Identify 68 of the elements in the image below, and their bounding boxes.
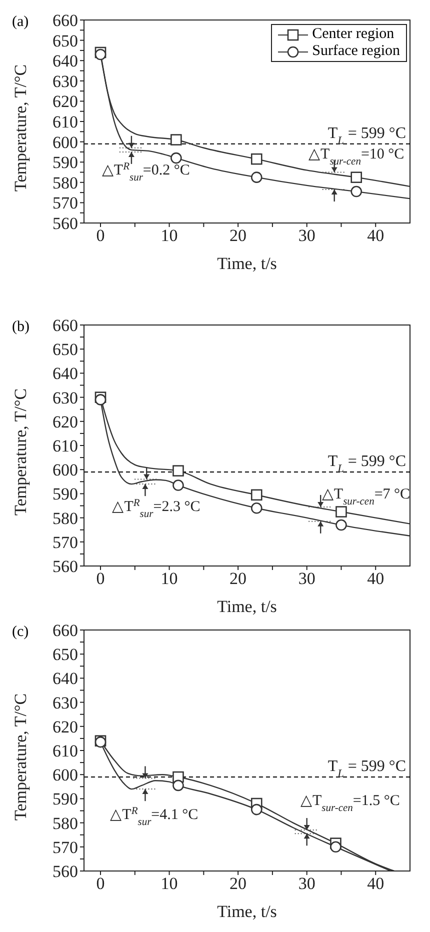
- y-tick-label: 610: [52, 436, 78, 456]
- y-tick-label: 560: [52, 862, 78, 882]
- annotation: △T$^{R}$$_{sur}$=0.2 °C: [102, 161, 190, 184]
- y-axis-title: Temperature, T/°C: [11, 693, 30, 820]
- annotation: △T$^{R}$$_{sur}$=4.1 °C: [110, 805, 198, 828]
- y-tick-label: 650: [52, 645, 78, 664]
- y-tick-label: 630: [52, 72, 78, 91]
- x-tick-label: 20: [230, 226, 247, 246]
- y-tick-label: 650: [52, 31, 78, 50]
- x-axis-title: Time, t/s: [217, 597, 277, 616]
- x-tick-label: 40: [367, 226, 384, 246]
- x-tick-label: 0: [96, 874, 105, 894]
- y-tick-label: 600: [52, 460, 78, 480]
- ref-line-label: T$_{L}$ = 599 °C: [328, 453, 406, 476]
- x-tick-label: 20: [230, 569, 247, 588]
- y-tick-label: 620: [52, 717, 78, 736]
- annotation: △T$^{R}$$_{sur}$=2.3 °C: [112, 497, 200, 520]
- ref-line-label: T$_{L}$ = 599 °C: [328, 758, 406, 780]
- y-tick-label: 590: [52, 484, 78, 504]
- annotation: △T$_{sur-cen}$=1.5 °C: [300, 793, 400, 814]
- x-tick-label: 10: [160, 874, 178, 894]
- y-tick-label: 570: [52, 194, 78, 213]
- y-tick-label: 570: [52, 838, 78, 857]
- y-tick-label: 640: [52, 52, 78, 71]
- y-tick-label: 580: [52, 814, 78, 833]
- y-tick-label: 590: [52, 790, 78, 809]
- y-tick-label: 610: [52, 742, 78, 761]
- annotation: △T$_{sur-cen}$=10 °C: [308, 146, 404, 168]
- x-tick-label: 30: [298, 569, 316, 588]
- y-tick-label: 570: [52, 532, 78, 552]
- y-tick-label: 600: [52, 766, 78, 785]
- y-tick-label: 660: [52, 316, 78, 336]
- x-axis-title: Time, t/s: [217, 902, 277, 921]
- x-tick-label: 30: [298, 226, 316, 246]
- annotation: △T$_{sur-cen}$=7 °C: [322, 486, 410, 507]
- y-tick-label: 630: [52, 693, 78, 712]
- y-tick-label: 630: [52, 388, 78, 408]
- y-axis-title: Temperature, T/°C: [11, 64, 30, 192]
- y-tick-label: 650: [52, 340, 78, 360]
- x-axis-title: Time, t/s: [217, 254, 277, 273]
- y-tick-label: 620: [52, 412, 78, 432]
- y-tick-label: 560: [52, 214, 78, 234]
- y-tick-label: 590: [52, 153, 78, 172]
- chart-title: (a): [12, 14, 29, 31]
- chart-title: (c): [12, 624, 29, 641]
- legend-label: Center region: [312, 26, 394, 43]
- ref-line-label: T$_{L}$ = 599 °C: [328, 124, 406, 147]
- x-tick-label: 0: [96, 226, 105, 246]
- y-tick-label: 580: [52, 173, 78, 192]
- y-tick-label: 580: [52, 508, 78, 528]
- y-tick-label: 640: [52, 669, 78, 688]
- y-tick-label: 620: [52, 92, 78, 112]
- y-axis-title: Temperature, T/°C: [11, 388, 30, 516]
- y-tick-label: 640: [52, 364, 78, 384]
- y-tick-label: 600: [52, 132, 78, 152]
- x-tick-label: 40: [367, 874, 384, 894]
- x-tick-label: 20: [230, 874, 247, 894]
- x-tick-label: 10: [160, 569, 178, 588]
- y-tick-label: 610: [52, 112, 78, 132]
- x-tick-label: 30: [298, 874, 316, 894]
- x-tick-label: 0: [96, 569, 105, 588]
- legend-label: Surface region: [312, 43, 400, 60]
- x-tick-label: 10: [160, 226, 178, 246]
- y-tick-label: 660: [52, 621, 78, 640]
- y-tick-label: 560: [52, 557, 78, 576]
- chart-title: (b): [12, 319, 30, 336]
- y-tick-label: 660: [52, 11, 78, 30]
- x-tick-label: 40: [367, 569, 384, 588]
